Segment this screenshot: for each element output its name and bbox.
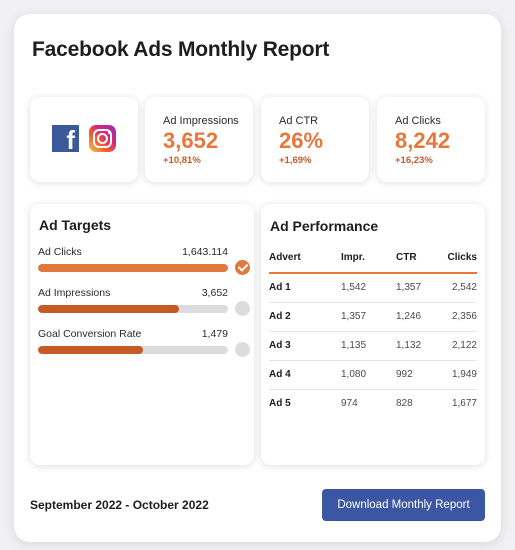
table-cell: Ad 5 (269, 398, 291, 410)
target-value: 3,652 (201, 287, 228, 299)
progress-bar (38, 305, 228, 313)
table-cell: Ad 2 (269, 302, 341, 332)
ad-targets-panel: Ad Targets Ad Clicks 1,643.114 Ad Impres… (30, 204, 254, 465)
ad-performance-panel: Ad Performance Advert Impr. CTR Clicks A… (261, 204, 485, 465)
platform-logos: f (30, 97, 138, 182)
table-row: Ad 3 1,135 1,132 2,122 (269, 331, 477, 361)
table-cell: 1,080 (341, 360, 396, 390)
target-value: 1,479 (201, 328, 228, 340)
table-cell: 1,357 (341, 302, 396, 332)
check-icon (235, 260, 250, 275)
table-row: Ad 2 1,357 1,246 2,356 (269, 302, 477, 332)
target-label: Ad Clicks (38, 246, 82, 258)
pending-icon (235, 301, 250, 316)
page-title: Facebook Ads Monthly Report (32, 38, 330, 61)
table-cell: 1,949 (447, 360, 477, 390)
target-ad-clicks: Ad Clicks 1,643.114 (38, 246, 250, 275)
section-title: Ad Performance (270, 218, 379, 234)
table-cell: 992 (396, 360, 447, 390)
target-ad-impressions: Ad Impressions 3,652 (38, 287, 250, 316)
instagram-icon (89, 125, 116, 152)
table-cell: 2,356 (447, 302, 477, 332)
table-row: Ad 5 974 828 1,677 (269, 389, 477, 418)
stat-label: Ad Clicks (395, 115, 441, 127)
table-cell: 1,542 (341, 273, 396, 303)
performance-table: Advert Impr. CTR Clicks Ad 1 1,542 1,357… (269, 252, 477, 418)
table-cell: Ad 1 (269, 273, 341, 303)
stat-label: Ad CTR (279, 115, 319, 127)
table-cell: 2,122 (447, 331, 477, 361)
table-cell: 1,677 (451, 398, 477, 410)
facebook-icon: f (52, 125, 79, 152)
stat-ad-impressions: Ad Impressions 3,652 +10,81% (145, 97, 253, 182)
table-cell: Ad 4 (269, 360, 341, 390)
stat-value: 3,652 (163, 128, 219, 153)
column-header: Advert (269, 252, 341, 274)
stat-delta: +1,69% (279, 155, 312, 166)
pending-icon (235, 342, 250, 357)
stat-value: 26% (279, 128, 324, 153)
table-cell: 828 (396, 398, 413, 410)
table-cell: 2,542 (447, 273, 477, 303)
section-title: Ad Targets (39, 217, 112, 233)
progress-bar (38, 346, 228, 354)
download-report-button[interactable]: Download Monthly Report (322, 489, 485, 521)
target-label: Goal Conversion Rate (38, 328, 142, 340)
table-cell: 1,132 (396, 331, 447, 361)
progress-bar (38, 264, 228, 272)
table-header: Advert Impr. CTR Clicks (269, 252, 477, 274)
stat-ad-ctr: Ad CTR 26% +1,69% (261, 97, 369, 182)
column-header: Clicks (447, 252, 477, 274)
target-goal-conversion: Goal Conversion Rate 1,479 (38, 328, 250, 357)
table-cell: 974 (341, 398, 358, 410)
stat-delta: +10,81% (163, 155, 201, 166)
table-cell: 1,135 (341, 331, 396, 361)
report-card: Facebook Ads Monthly Report f Ad Impress… (14, 14, 501, 542)
target-value: 1,643.114 (182, 246, 228, 258)
table-row: Ad 1 1,542 1,357 2,542 (269, 273, 477, 303)
table-row: Ad 4 1,080 992 1,949 (269, 360, 477, 390)
table-cell: 1,246 (396, 302, 447, 332)
stat-value: 8,242 (395, 128, 451, 153)
stat-ad-clicks: Ad Clicks 8,242 +16,23% (377, 97, 485, 182)
table-cell: 1,357 (396, 273, 447, 303)
report-period: September 2022 - October 2022 (30, 498, 209, 512)
table-cell: Ad 3 (269, 331, 341, 361)
stat-label: Ad Impressions (163, 115, 239, 127)
stat-delta: +16,23% (395, 155, 433, 166)
target-label: Ad Impressions (38, 287, 111, 299)
column-header: Impr. (341, 252, 396, 274)
column-header: CTR (396, 252, 447, 274)
